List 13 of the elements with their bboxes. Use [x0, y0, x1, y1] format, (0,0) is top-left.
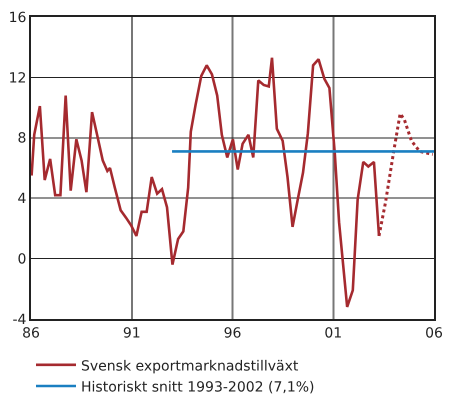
x-tick-label: 86: [22, 326, 40, 342]
legend-label: Svensk exportmarknadstillväxt: [81, 358, 299, 374]
x-tick-label: 91: [122, 326, 141, 342]
x-tick-label: 01: [324, 326, 342, 342]
x-tick-label: 96: [224, 326, 242, 342]
y-tick-label: 12: [8, 70, 26, 86]
y-tick-label: 8: [18, 130, 26, 147]
y-tick-label: 16: [8, 10, 27, 26]
y-tick-label: 0: [18, 252, 26, 268]
y-tick-label: 4: [18, 191, 27, 208]
y-tick-label: -4: [12, 312, 27, 328]
x-tick-label: 06: [425, 326, 443, 342]
legend-label: Historiskt snitt 1993-2002 (7,1%): [81, 379, 314, 396]
